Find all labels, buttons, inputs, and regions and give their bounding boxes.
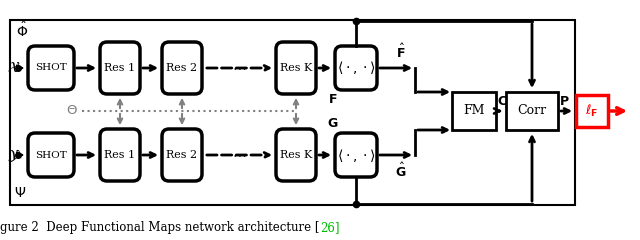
FancyBboxPatch shape	[335, 46, 377, 90]
FancyBboxPatch shape	[28, 46, 74, 90]
FancyBboxPatch shape	[100, 129, 140, 181]
Text: Res 1: Res 1	[104, 150, 136, 160]
Text: $\hat{\Phi}$: $\hat{\Phi}$	[16, 20, 28, 40]
Text: $\hat{\mathbf{G}}$: $\hat{\mathbf{G}}$	[396, 162, 406, 180]
FancyBboxPatch shape	[28, 133, 74, 177]
Text: $\mathbf{P}$: $\mathbf{P}$	[559, 95, 570, 108]
Text: $\ell_{\mathbf{F}}$: $\ell_{\mathbf{F}}$	[586, 103, 598, 119]
Text: SHOT: SHOT	[35, 64, 67, 72]
Text: Res 1: Res 1	[104, 63, 136, 73]
FancyBboxPatch shape	[162, 129, 202, 181]
Bar	[506, 92, 558, 130]
FancyBboxPatch shape	[276, 129, 316, 181]
Text: $\mathbf{C}$: $\mathbf{C}$	[497, 95, 508, 108]
Text: $\mathcal{X}$: $\mathcal{X}$	[7, 61, 20, 75]
Bar	[10, 20, 575, 205]
Text: $\langle\cdot,\cdot\rangle$: $\langle\cdot,\cdot\rangle$	[337, 146, 375, 163]
FancyBboxPatch shape	[335, 133, 377, 177]
Text: FM: FM	[463, 104, 484, 118]
Text: $\mathbf{F}$: $\mathbf{F}$	[328, 93, 338, 106]
Text: $\mathcal{Y}$: $\mathcal{Y}$	[7, 146, 21, 163]
Bar	[576, 95, 608, 127]
Text: Res K: Res K	[280, 63, 312, 73]
FancyBboxPatch shape	[100, 42, 140, 94]
Text: $\Theta$: $\Theta$	[66, 104, 78, 118]
FancyBboxPatch shape	[276, 42, 316, 94]
Text: Figure 2  Deep Functional Maps network architecture [: Figure 2 Deep Functional Maps network ar…	[0, 222, 320, 234]
Text: Res 2: Res 2	[166, 63, 198, 73]
Text: Res K: Res K	[280, 150, 312, 160]
Text: Res 2: Res 2	[166, 150, 198, 160]
Text: $\hat{\mathbf{F}}$: $\hat{\mathbf{F}}$	[396, 43, 406, 61]
Text: $\Psi$: $\Psi$	[14, 186, 26, 200]
Text: $\cdots$: $\cdots$	[232, 60, 246, 74]
Text: Corr: Corr	[517, 104, 547, 118]
FancyBboxPatch shape	[162, 42, 202, 94]
Text: 26]: 26]	[320, 222, 339, 234]
Text: $\cdots$: $\cdots$	[232, 147, 246, 161]
Text: $\langle\cdot,\cdot\rangle$: $\langle\cdot,\cdot\rangle$	[337, 60, 375, 77]
Text: $\mathbf{G}$: $\mathbf{G}$	[327, 117, 339, 130]
Bar	[452, 92, 496, 130]
Text: SHOT: SHOT	[35, 150, 67, 160]
